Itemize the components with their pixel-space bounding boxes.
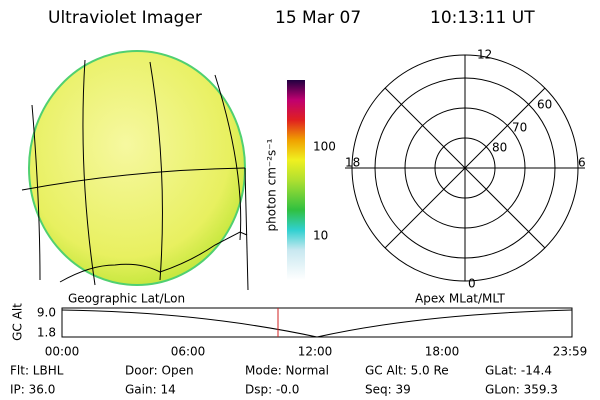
colorbar-tick: 10: [313, 229, 328, 243]
x-tick-label: 18:00: [425, 345, 460, 359]
status-field: Door: Open: [125, 364, 194, 378]
y-tick-label: 9.0: [37, 306, 56, 320]
altitude-plot: [61, 307, 573, 338]
x-tick-label: 12:00: [298, 345, 333, 359]
mlt-label: 6: [578, 156, 586, 170]
status-field: GLat: -14.4: [485, 364, 552, 378]
mlt-label: 18: [345, 156, 360, 170]
y-axis-label: GC Alt: [11, 303, 25, 341]
lat-label: 80: [492, 141, 507, 155]
time: 10:13:11 UT: [430, 8, 535, 28]
colorbar: [287, 80, 305, 280]
mlt-label: 0: [468, 277, 476, 291]
footer: Flt: LBHL Door: Open Mode: Normal GC Alt: 5…: [10, 364, 558, 397]
status-field: Flt: LBHL: [10, 364, 64, 378]
mlt-label: 12: [477, 48, 492, 62]
status-field: Gain: 14: [125, 383, 176, 397]
status-field: GC Alt: 5.0 Re: [365, 364, 449, 378]
uv-image: [21, 50, 249, 291]
x-tick-label: 06:00: [171, 345, 206, 359]
status-field: GLon: 359.3: [485, 383, 558, 397]
status-field: Mode: Normal: [245, 364, 329, 378]
x-tick-label: 23:59: [553, 345, 588, 359]
status-field: Dsp: -0.0: [245, 383, 299, 397]
polar-grid: [345, 54, 585, 282]
colorbar-tick: 100: [313, 140, 336, 154]
lat-label: 70: [512, 121, 527, 135]
status-field: IP: 36.0: [10, 383, 55, 397]
caption: Apex MLat/MLT: [415, 292, 505, 306]
caption: Geographic Lat/Lon: [68, 292, 185, 306]
date: 15 Mar 07: [275, 8, 361, 28]
title: Ultraviolet Imager: [48, 8, 202, 28]
status-field: Seq: 39: [365, 383, 411, 397]
x-tick-label: 00:00: [45, 345, 80, 359]
y-tick-label: 1.8: [37, 326, 56, 340]
lat-label: 60: [537, 98, 552, 112]
colorbar-label: photon cm⁻²s⁻¹: [265, 138, 279, 231]
